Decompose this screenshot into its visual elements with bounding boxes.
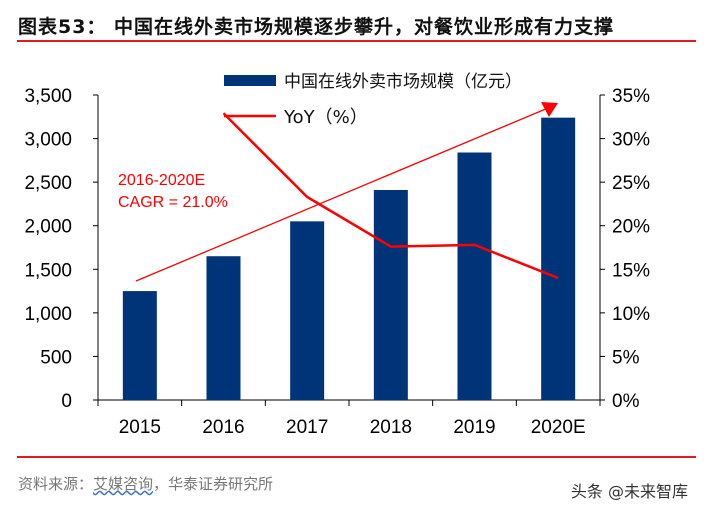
bar bbox=[206, 256, 241, 400]
x-tick-label: 2016 bbox=[202, 417, 244, 438]
left-tick-label: 2,000 bbox=[24, 217, 72, 238]
right-tick-label: 25% bbox=[612, 173, 650, 194]
bar bbox=[373, 189, 408, 400]
bar bbox=[290, 221, 325, 400]
left-tick-label: 2,500 bbox=[24, 173, 72, 194]
right-tick-label: 35% bbox=[612, 86, 650, 107]
right-tick-label: 5% bbox=[612, 347, 640, 368]
left-tick-label: 0 bbox=[61, 391, 72, 412]
right-tick-label: 20% bbox=[612, 217, 650, 238]
x-tick-label: 2015 bbox=[119, 417, 161, 438]
x-tick-label: 2020E bbox=[531, 417, 586, 438]
chart-title: 图表53： 中国在线外卖市场规模逐步攀升，对餐饮业形成有力支撑 bbox=[18, 16, 615, 38]
cagr-arrowhead bbox=[541, 102, 558, 117]
cagr-trend-line bbox=[135, 107, 549, 282]
source-prefix: 资料来源： bbox=[18, 475, 94, 493]
right-tick-label: 30% bbox=[612, 130, 650, 151]
source-note: 资料来源：艾媒咨询，华泰证券研究所 bbox=[18, 473, 273, 494]
source-rest: ，华泰证券研究所 bbox=[153, 475, 274, 493]
bar bbox=[122, 291, 157, 400]
cagr-period: 2016-2020E bbox=[118, 172, 205, 189]
bar bbox=[541, 117, 576, 401]
right-tick-label: 0% bbox=[612, 391, 640, 412]
right-tick-label: 10% bbox=[612, 304, 650, 325]
left-tick-label: 1,000 bbox=[24, 304, 72, 325]
x-tick-label: 2017 bbox=[286, 417, 328, 438]
right-tick-label: 15% bbox=[612, 260, 650, 281]
left-tick-label: 500 bbox=[40, 347, 72, 368]
left-tick-label: 1,500 bbox=[24, 260, 72, 281]
left-tick-label: 3,000 bbox=[24, 130, 72, 151]
watermark: 头条 @未来智库 bbox=[570, 482, 688, 501]
x-tick-label: 2019 bbox=[453, 417, 495, 438]
legend-bar-swatch bbox=[224, 75, 276, 86]
x-tick-label: 2018 bbox=[370, 417, 412, 438]
left-tick-label: 3,500 bbox=[24, 86, 72, 107]
legend-bar-label: 中国在线外卖市场规模（亿元） bbox=[284, 72, 522, 92]
title-divider bbox=[17, 40, 696, 42]
source-divider bbox=[17, 456, 696, 458]
source-link: 艾媒咨询 bbox=[93, 475, 154, 493]
legend-line-label: YoY（%） bbox=[283, 107, 368, 128]
cagr-value: CAGR = 21.0% bbox=[118, 194, 228, 211]
bar bbox=[457, 152, 492, 400]
